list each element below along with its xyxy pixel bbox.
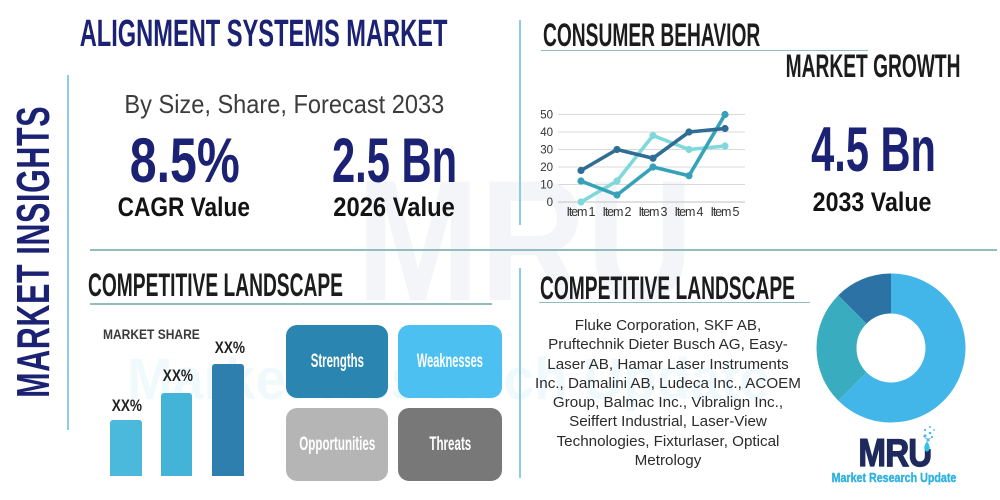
svg-text:Item 3: Item 3 (639, 205, 668, 219)
svg-text:0: 0 (547, 197, 553, 209)
svg-text:10: 10 (540, 180, 553, 192)
svg-text:20: 20 (540, 162, 553, 174)
svg-text:30: 30 (540, 145, 553, 157)
svg-text:Item 1: Item 1 (567, 205, 596, 219)
svg-text:40: 40 (540, 127, 553, 139)
svg-text:Item 4: Item 4 (675, 205, 704, 219)
svg-text:Item 2: Item 2 (603, 205, 632, 219)
svg-text:Item 5: Item 5 (711, 205, 740, 219)
svg-text:50: 50 (540, 110, 553, 122)
